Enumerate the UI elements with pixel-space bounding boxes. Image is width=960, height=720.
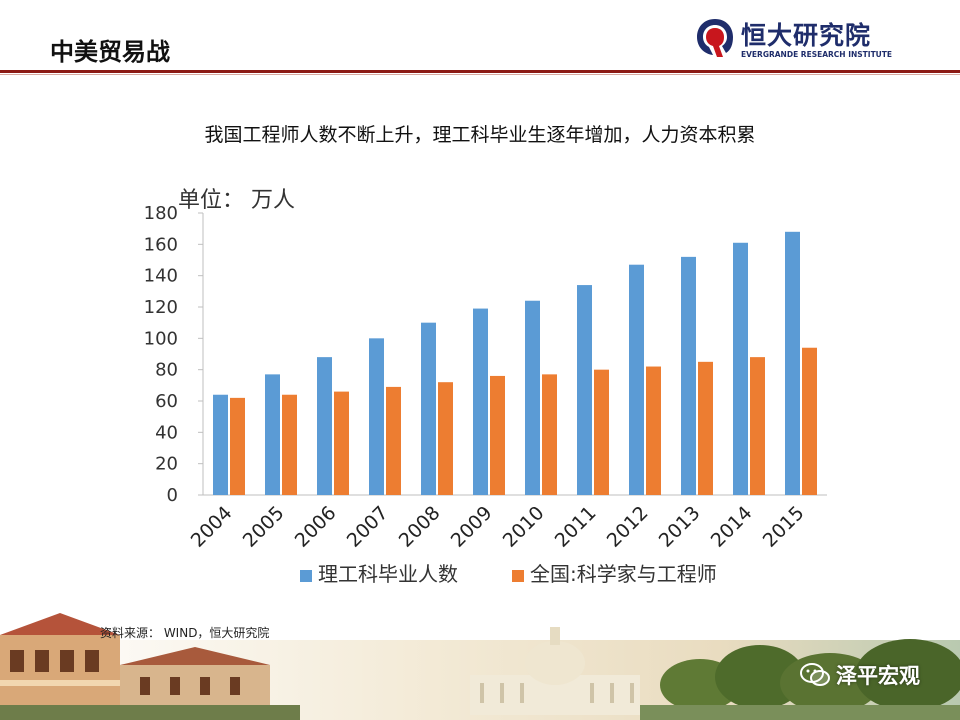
x-tick-label: 2014 (707, 502, 757, 552)
bar-graduates-2012 (629, 264, 644, 495)
scenery-banner (0, 613, 960, 720)
x-tick-label: 2012 (603, 502, 653, 552)
bar-scientists-2011 (594, 369, 609, 495)
x-tick-label: 2008 (395, 502, 445, 552)
y-tick-label: 0 (167, 485, 178, 506)
legend-label-scientists: 全国:科学家与工程师 (530, 562, 717, 586)
y-tick-label: 20 (155, 454, 178, 475)
y-tick-label: 120 (144, 297, 178, 318)
bar-graduates-2006 (317, 357, 332, 495)
mansion-illustration (0, 613, 300, 720)
bar-scientists-2014 (750, 357, 765, 495)
bar-scientists-2012 (646, 366, 661, 495)
bar-scientists-2004 (230, 397, 245, 495)
x-tick-label: 2004 (187, 502, 237, 552)
y-tick-label: 40 (155, 422, 178, 443)
x-tick-label: 2013 (655, 502, 705, 552)
unit-label: 单位： 万人 (178, 188, 295, 213)
legend-label-graduates: 理工科毕业人数 (318, 562, 458, 586)
bar-scientists-2006 (334, 391, 349, 495)
x-tick-label: 2009 (447, 502, 497, 552)
wechat-icon (800, 663, 830, 686)
header-rule (0, 70, 960, 73)
legend-item-graduates: 理工科毕业人数 (300, 558, 458, 587)
x-tick-label: 2007 (343, 502, 393, 552)
bar-graduates-2005 (265, 374, 280, 495)
evergrande-logo: 恒大研究院 EVERGRANDE RESEARCH INSTITUTE (693, 16, 892, 62)
bar-graduates-2007 (369, 338, 384, 495)
bar-graduates-2010 (525, 300, 540, 495)
bar-scientists-2005 (282, 394, 297, 495)
bar-scientists-2008 (438, 382, 453, 495)
y-tick-label: 160 (144, 234, 178, 255)
watermark-text: 泽平宏观 (836, 664, 920, 688)
bar-graduates-2008 (421, 322, 436, 495)
x-tick-label: 2015 (759, 502, 809, 552)
legend-swatch-graduates (300, 569, 312, 582)
wechat-watermark: 泽平宏观 (800, 660, 920, 690)
logo-name-en: EVERGRANDE RESEARCH INSTITUTE (741, 50, 893, 59)
y-tick-label: 60 (155, 391, 178, 412)
y-tick-label: 100 (144, 328, 178, 349)
y-tick-labels: 0 20 40 60 80 100 120 140 160 180 (144, 203, 178, 506)
chart-title: 我国工程师人数不断上升，理工科毕业生逐年增加，人力资本积累 (204, 124, 756, 146)
x-tick-label: 2010 (499, 502, 549, 552)
bar-graduates-2013 (681, 256, 696, 495)
bar-graduates-2009 (473, 308, 488, 495)
bar-graduates-2015 (785, 231, 800, 496)
bar-graduates-2004 (213, 394, 228, 495)
logo-name-cn: 恒大研究院 (741, 21, 872, 50)
x-tick-label: 2011 (551, 502, 601, 552)
bar-scientists-2013 (698, 361, 713, 495)
bar-graduates-2011 (577, 285, 592, 495)
bar-scientists-2007 (386, 386, 401, 495)
bar-scientists-2009 (490, 375, 505, 495)
bar-scientists-2010 (542, 374, 557, 495)
slide-title: 中美贸易战 (50, 38, 170, 66)
x-tick-label: 2005 (239, 502, 289, 552)
legend-swatch-scientists (512, 569, 524, 582)
trees-illustration (640, 639, 960, 720)
bar-scientists-2015 (802, 347, 817, 495)
legend-item-scientists: 全国:科学家与工程师 (512, 558, 717, 587)
evergrande-emblem-icon (697, 19, 733, 57)
y-tick-label: 180 (144, 203, 178, 224)
y-tick-label: 80 (155, 360, 178, 381)
header-rule-thin (0, 74, 960, 75)
source-note: 资料来源： WIND，恒大研究院 (100, 626, 270, 640)
capitol-illustration (470, 627, 640, 715)
chart-bars (213, 231, 817, 496)
x-tick-labels: 2004 2005 2006 2007 2008 2009 2010 2011 2012 2013… (187, 502, 809, 552)
y-tick-label: 140 (144, 266, 178, 287)
chart-axes (198, 212, 827, 496)
bar-graduates-2014 (733, 242, 748, 495)
x-tick-label: 2006 (291, 502, 341, 552)
